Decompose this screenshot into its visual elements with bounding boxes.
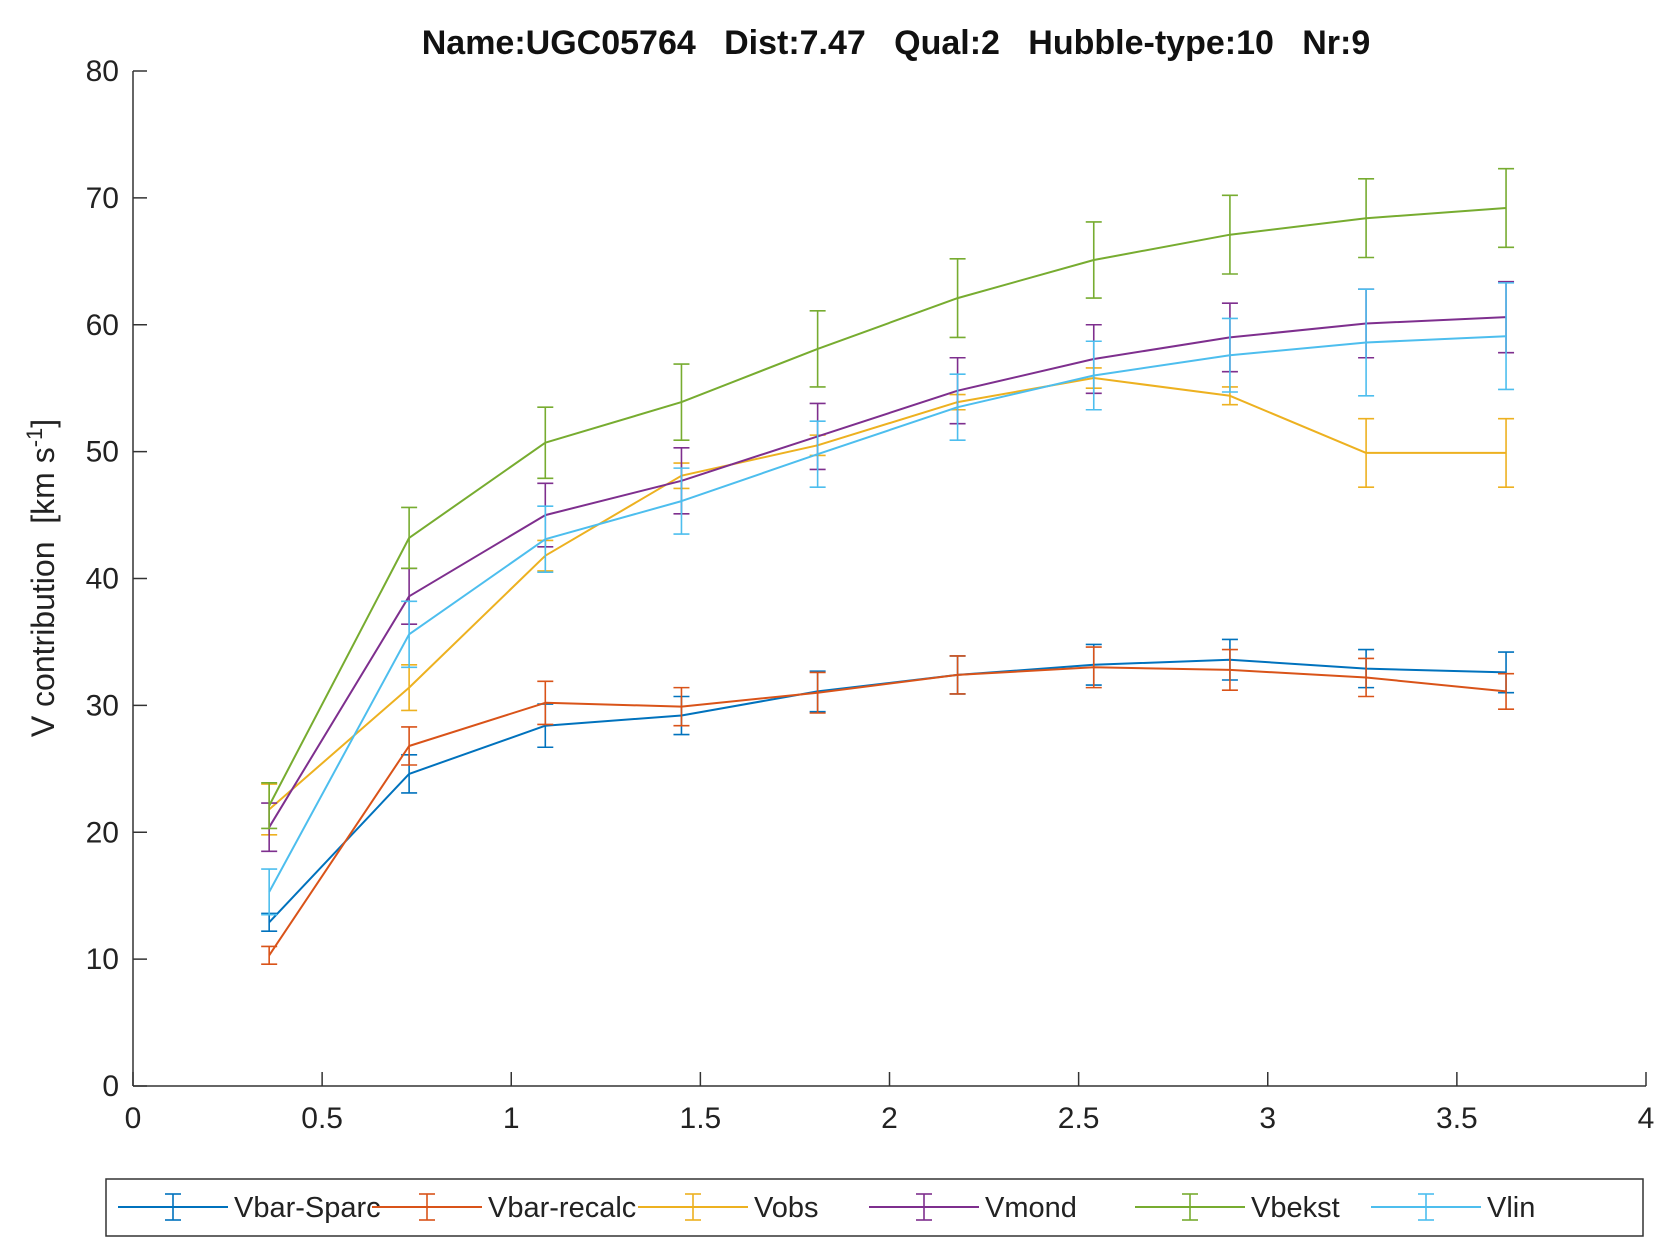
y-tick-label: 30 — [86, 689, 119, 722]
y-tick-label: 20 — [86, 816, 119, 849]
series-line-vbar-recalc — [268, 666, 1507, 956]
x-tick-label: 0 — [125, 1102, 142, 1135]
legend-label: Vbekst — [1251, 1192, 1340, 1224]
x-tick-label: 2 — [881, 1102, 898, 1135]
y-tick-label: 70 — [86, 182, 119, 215]
y-axis-label: V contribution [km s-1] — [22, 419, 61, 737]
legend-entry-vobs: Vobs — [638, 1192, 819, 1224]
y-tick-label: 80 — [86, 55, 119, 88]
y-axis-label-text: V contribution [km s — [25, 447, 61, 737]
chart-title: Name:UGC05764 Dist:7.47 Qual:2 Hubble-ty… — [422, 24, 1371, 62]
legend-label: Vlin — [1487, 1192, 1535, 1224]
series-vbar-recalc — [261, 646, 1515, 966]
series-vobs — [261, 367, 1515, 836]
series-line-vlin — [268, 335, 1507, 893]
x-tick-label: 0.5 — [301, 1102, 343, 1135]
x-tick-label: 3 — [1259, 1102, 1276, 1135]
y-axis-label-close: ] — [25, 419, 61, 428]
y-axis-ticks: 0 10 20 30 40 50 60 70 80 — [86, 55, 147, 1103]
legend-entries: Vbar-Sparc Vbar-recalc Vobs Vmond Vbekst Vlin — [118, 1192, 1535, 1224]
series-vbekst — [261, 167, 1515, 830]
y-axis-label-exponent: -1 — [22, 428, 47, 448]
plot-frame — [133, 71, 1646, 1086]
y-tick-label: 50 — [86, 436, 119, 469]
x-tick-label: 1.5 — [680, 1102, 722, 1135]
x-tick-label: 4 — [1638, 1102, 1655, 1135]
legend-label: Vmond — [985, 1192, 1077, 1224]
legend-label: Vbar-Sparc — [234, 1192, 381, 1224]
series-line-vmond — [268, 316, 1507, 828]
legend-label: Vobs — [754, 1192, 819, 1224]
series-vmond — [261, 280, 1515, 853]
series-vlin — [261, 282, 1515, 916]
series-line-vbekst — [268, 207, 1507, 807]
legend: Vbar-Sparc Vbar-recalc Vobs Vmond Vbekst Vlin — [105, 1178, 1644, 1237]
x-tick-label: 3.5 — [1436, 1102, 1478, 1135]
legend-label: Vbar-recalc — [488, 1192, 636, 1224]
legend-entry-vlin: Vlin — [1371, 1192, 1535, 1224]
y-tick-label: 0 — [102, 1070, 119, 1103]
series-line-vobs — [268, 377, 1506, 811]
legend-entry-vmond: Vmond — [869, 1192, 1077, 1224]
legend-entry-vbar-sparc: Vbar-Sparc — [118, 1192, 381, 1224]
legend-entry-vbekst: Vbekst — [1135, 1192, 1340, 1224]
y-tick-label: 60 — [86, 309, 119, 342]
x-tick-label: 1 — [503, 1102, 520, 1135]
series-layer — [261, 167, 1515, 966]
x-tick-label: 2.5 — [1058, 1102, 1100, 1135]
plot-area — [133, 71, 1646, 1086]
legend-entry-vbar-recalc: Vbar-recalc — [372, 1192, 636, 1224]
axes: 0 0.5 1 1.5 2 2.5 3 3.5 4 0 10 20 30 40 50 60 70 80 — [86, 55, 1655, 1135]
series-line-vbar-sparc — [268, 658, 1507, 923]
y-tick-label: 10 — [86, 943, 119, 976]
x-axis-ticks: 0 0.5 1 1.5 2 2.5 3 3.5 4 — [125, 1072, 1655, 1135]
y-tick-label: 40 — [86, 563, 119, 596]
